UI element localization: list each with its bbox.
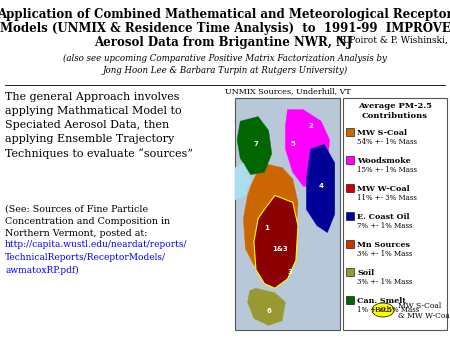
Text: 1% +- 0.5% Mass: 1% +- 0.5% Mass bbox=[357, 306, 419, 314]
Bar bbox=[346, 212, 354, 220]
Text: http://capita.wustl.edu/neardat/reports/: http://capita.wustl.edu/neardat/reports/ bbox=[5, 240, 188, 249]
Text: 7% +- 1% Mass: 7% +- 1% Mass bbox=[357, 222, 413, 230]
Bar bbox=[235, 98, 340, 330]
Text: Both: Both bbox=[374, 306, 392, 314]
Text: Average PM-2.5
Contributions: Average PM-2.5 Contributions bbox=[358, 102, 432, 120]
Text: 54% +- 1% Mass: 54% +- 1% Mass bbox=[357, 138, 417, 146]
Text: 5: 5 bbox=[290, 141, 295, 147]
Text: 3: 3 bbox=[287, 269, 292, 275]
Text: 6: 6 bbox=[266, 309, 271, 314]
Ellipse shape bbox=[372, 303, 394, 317]
Text: (See: Sources of Fine Particle
Concentration and Composition in
Northern Vermont: (See: Sources of Fine Particle Concentra… bbox=[5, 205, 170, 238]
Bar bbox=[346, 296, 354, 304]
Text: 3% +- 1% Mass: 3% +- 1% Mass bbox=[357, 278, 412, 286]
Bar bbox=[346, 184, 354, 192]
Bar bbox=[346, 268, 354, 276]
Text: TechnicalReports/ReceptorModels/: TechnicalReports/ReceptorModels/ bbox=[5, 253, 166, 262]
Text: MW S-Coal: MW S-Coal bbox=[357, 129, 407, 137]
Text: Woodsmoke: Woodsmoke bbox=[357, 157, 411, 165]
Bar bbox=[343, 98, 447, 330]
Text: Aerosol Data from Brigantine NWR, NJ: Aerosol Data from Brigantine NWR, NJ bbox=[94, 36, 356, 49]
Text: 7: 7 bbox=[253, 141, 258, 147]
Text: Mn Sources: Mn Sources bbox=[357, 241, 410, 249]
Bar bbox=[346, 156, 354, 164]
Polygon shape bbox=[306, 144, 335, 233]
Text: MW S-Coal: MW S-Coal bbox=[398, 302, 441, 310]
Polygon shape bbox=[254, 195, 298, 288]
Text: awmatoxRP.pdf): awmatoxRP.pdf) bbox=[5, 266, 79, 275]
Text: 11% +- 3% Mass: 11% +- 3% Mass bbox=[357, 194, 417, 202]
Text: Can. Smelt: Can. Smelt bbox=[357, 297, 406, 305]
Polygon shape bbox=[243, 163, 298, 272]
Text: 1&3: 1&3 bbox=[272, 246, 288, 252]
Polygon shape bbox=[235, 163, 251, 200]
Text: (also see upcoming Comparative Positive Matrix Factorization Analysis by
Jong Ho: (also see upcoming Comparative Positive … bbox=[63, 54, 387, 75]
Text: MW W-Coal: MW W-Coal bbox=[357, 185, 410, 193]
Text: 1: 1 bbox=[264, 225, 269, 231]
Text: E. Coast Oil: E. Coast Oil bbox=[357, 213, 410, 221]
Bar bbox=[346, 128, 354, 136]
Text: 4: 4 bbox=[319, 183, 324, 189]
Text: 2: 2 bbox=[308, 123, 313, 129]
Text: The general Approach involves
applying Mathmatical Model to
Speciated Aerosol Da: The general Approach involves applying M… bbox=[5, 92, 193, 159]
Polygon shape bbox=[285, 110, 329, 186]
Polygon shape bbox=[237, 117, 272, 174]
Bar bbox=[346, 240, 354, 248]
Text: Application of Combined Mathematical and Meteorological Receptor: Application of Combined Mathematical and… bbox=[0, 8, 450, 21]
Text: & MW W-Coal: & MW W-Coal bbox=[398, 312, 450, 320]
Text: Models (UNMIX & Residence Time Analysis)  to  1991-99  IMPROVE: Models (UNMIX & Residence Time Analysis)… bbox=[0, 22, 450, 35]
Text: UNMIX Sources, Underhill, VT: UNMIX Sources, Underhill, VT bbox=[225, 87, 351, 95]
Text: 3% +- 1% Mass: 3% +- 1% Mass bbox=[357, 250, 412, 258]
Polygon shape bbox=[248, 288, 285, 325]
Text: 15% +- 1% Mass: 15% +- 1% Mass bbox=[357, 166, 417, 174]
Text: (R.Poirot & P. Wishinski, VT DEC): (R.Poirot & P. Wishinski, VT DEC) bbox=[336, 36, 450, 45]
Text: Soil: Soil bbox=[357, 269, 374, 277]
